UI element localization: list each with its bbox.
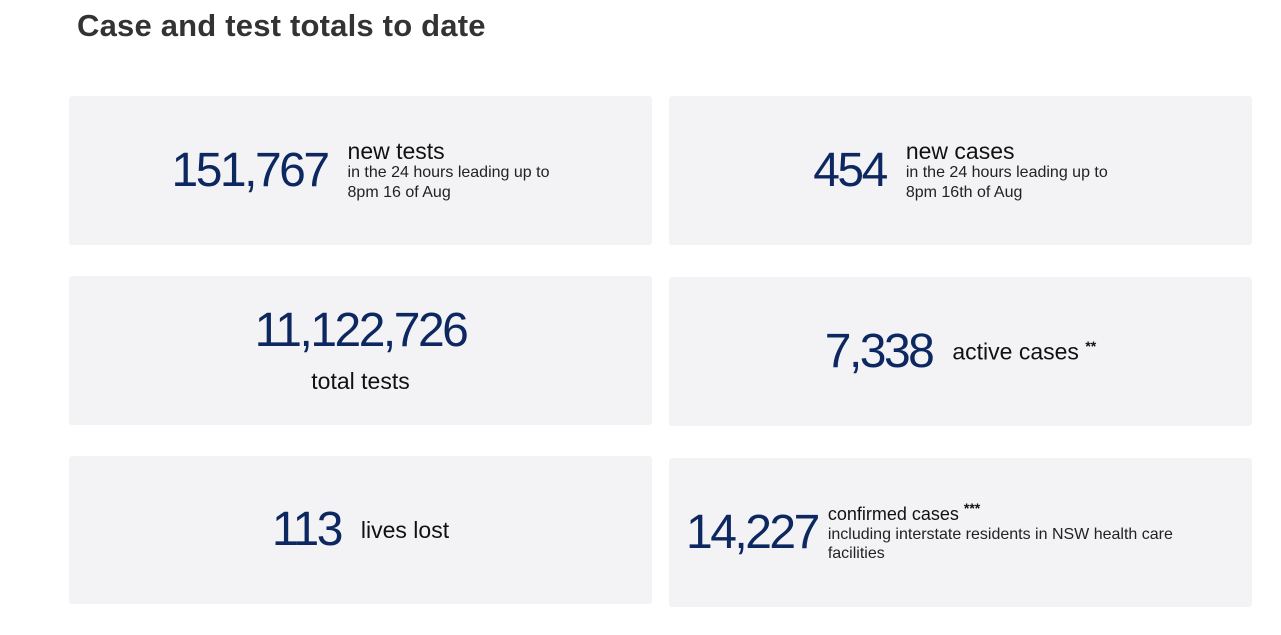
new-tests-card: 151,767 new tests in the 24 hours leadin… xyxy=(69,96,652,245)
confirmed-cases-sub: including interstate residents in NSW he… xyxy=(827,526,1173,544)
new-tests-sub: in the 24 hours leading up to xyxy=(347,164,550,182)
total-tests-value: 11,122,726 xyxy=(254,304,469,358)
new-cases-date: 8pm 16th of Aug xyxy=(905,183,1023,201)
total-tests-card: 11,122,726 total tests xyxy=(69,276,652,425)
new-cases-label: new cases xyxy=(905,138,1015,165)
lives-lost-card: 113 lives lost xyxy=(69,456,652,604)
confirmed-cases-value: 14,227 xyxy=(686,505,820,559)
new-tests-label: new tests xyxy=(347,138,445,165)
lives-lost-value: 113 xyxy=(271,503,344,556)
active-cases-card: 7,338 active cases ** xyxy=(669,277,1252,426)
new-tests-date: 8pm 16 of Aug xyxy=(347,183,451,201)
new-tests-value: 151,767 xyxy=(171,143,331,197)
active-cases-value: 7,338 xyxy=(824,324,935,378)
confirmed-cases-sub2: facilities xyxy=(827,545,885,563)
confirmed-cases-card: 14,227 confirmed cases *** including int… xyxy=(669,458,1252,607)
total-tests-label: total tests xyxy=(311,368,410,395)
new-cases-card: 454 new cases in the 24 hours leading up… xyxy=(669,96,1252,245)
active-cases-footnote-mark: ** xyxy=(1085,338,1097,355)
new-cases-sub: in the 24 hours leading up to xyxy=(905,164,1108,182)
confirmed-cases-footnote-mark: *** xyxy=(963,500,981,517)
lives-lost-label: lives lost xyxy=(360,516,450,543)
active-cases-label: active cases xyxy=(952,338,1079,365)
confirmed-cases-label: confirmed cases xyxy=(827,504,959,525)
page-title: Case and test totals to date xyxy=(77,8,486,43)
new-cases-value: 454 xyxy=(813,143,888,197)
